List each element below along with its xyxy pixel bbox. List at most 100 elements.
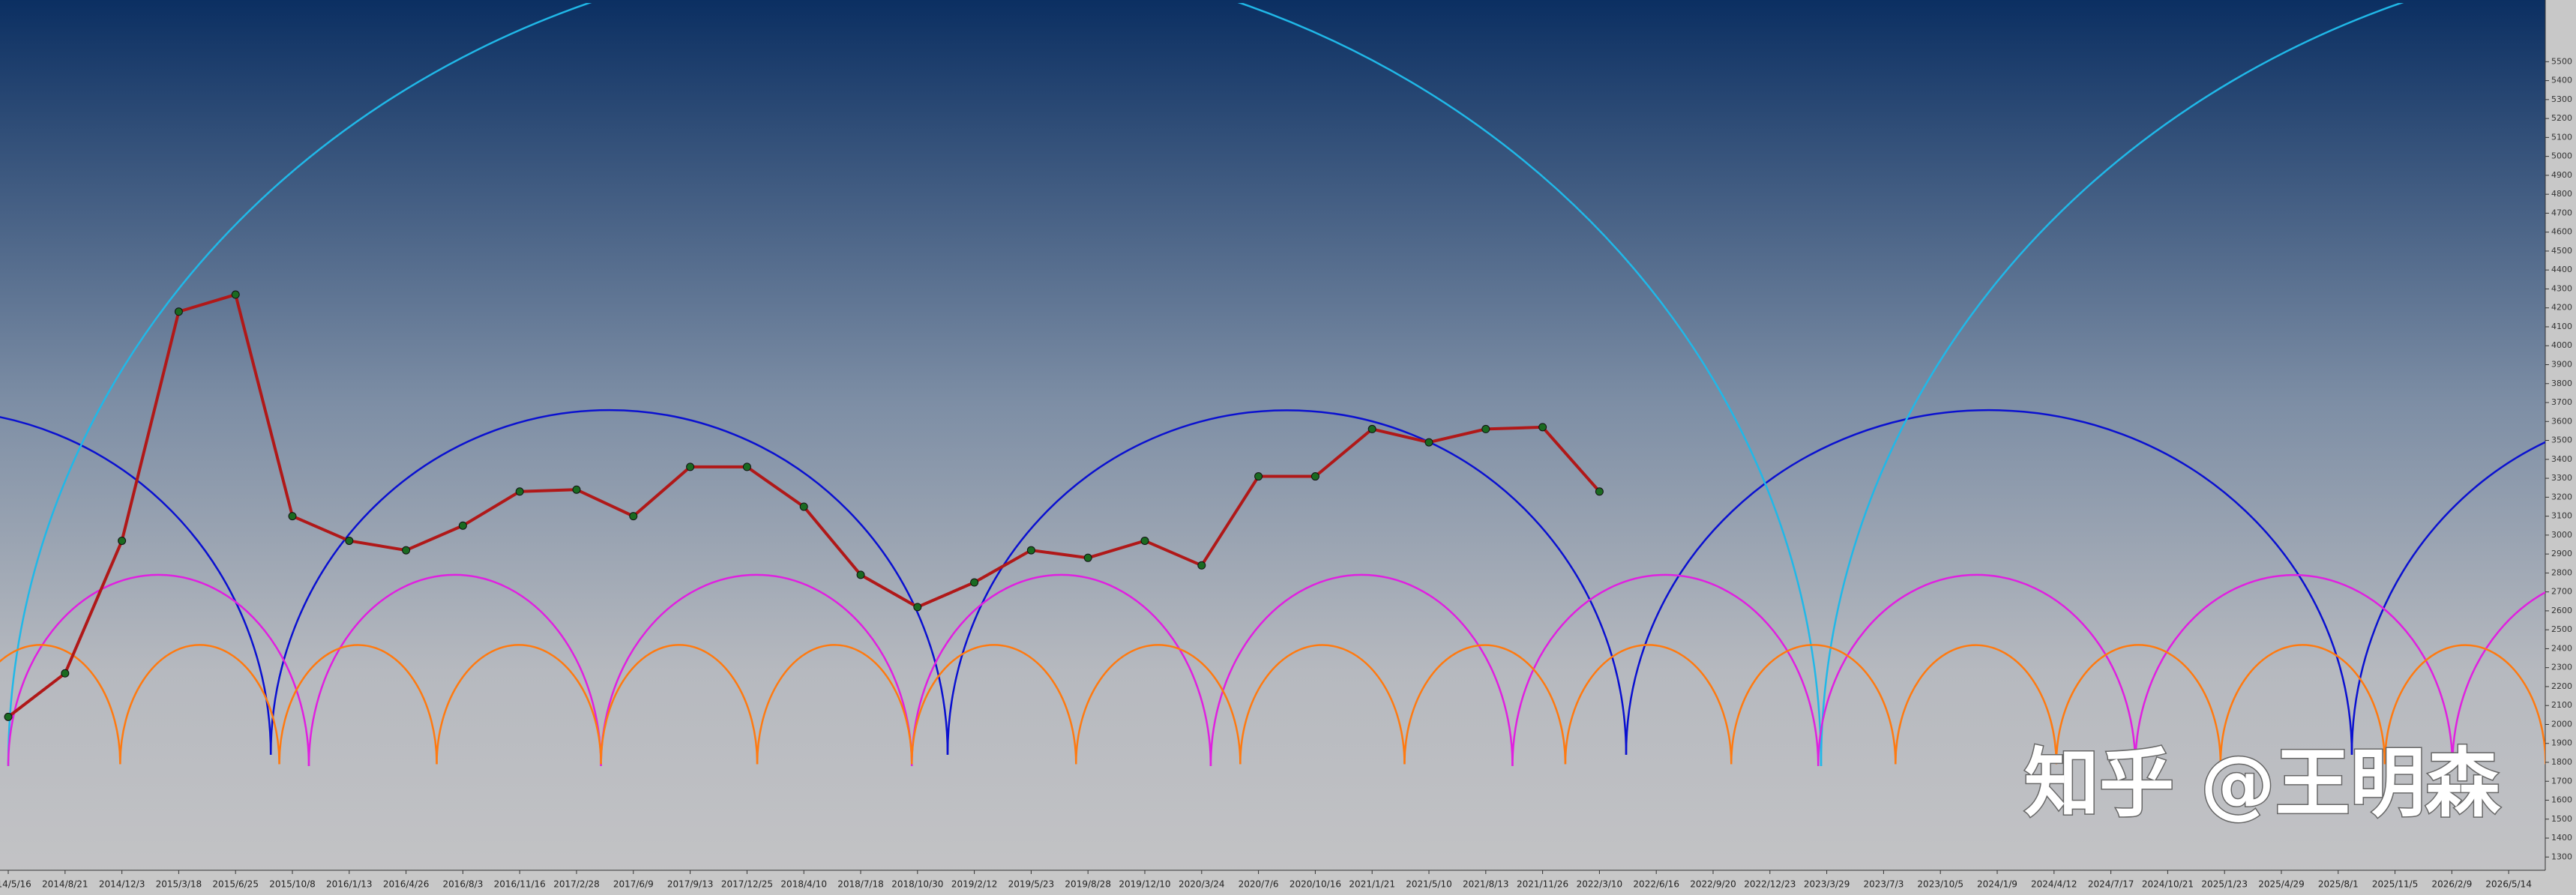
y-tick-label: 2700 bbox=[2551, 587, 2572, 597]
price-point bbox=[629, 512, 638, 521]
y-tick-label: 2500 bbox=[2551, 624, 2572, 634]
y-tick-label: 5100 bbox=[2551, 132, 2572, 142]
price-point bbox=[515, 487, 524, 496]
x-tick-label: 2019/12/10 bbox=[1119, 879, 1170, 890]
y-tick-label: 3700 bbox=[2551, 397, 2572, 407]
watermark: 知乎 @王明森 bbox=[2024, 739, 2501, 827]
price-point bbox=[572, 485, 581, 494]
y-tick-label: 4900 bbox=[2551, 170, 2572, 180]
cycle-arc bbox=[2350, 441, 2545, 755]
price-point bbox=[1481, 424, 1490, 433]
y-tick-label: 5500 bbox=[2551, 56, 2572, 66]
y-tick-label: 5000 bbox=[2551, 151, 2572, 161]
cycle-arc bbox=[436, 644, 602, 765]
cycle-arc bbox=[910, 644, 1077, 765]
cycle-arc bbox=[0, 644, 121, 765]
y-tick-label: 2100 bbox=[2551, 700, 2572, 710]
price-point bbox=[1254, 472, 1263, 481]
price-point bbox=[345, 536, 354, 545]
cycle-arc bbox=[2383, 645, 2545, 765]
x-tick-label: 2017/9/13 bbox=[667, 879, 714, 890]
y-tick-label: 2600 bbox=[2551, 606, 2572, 615]
cycle-arc bbox=[278, 644, 438, 765]
y-tick-label: 3800 bbox=[2551, 379, 2572, 388]
cycle-arc bbox=[307, 573, 602, 767]
price-point bbox=[970, 578, 979, 587]
y-tick-label: 3000 bbox=[2551, 530, 2572, 540]
cycle-arc bbox=[1403, 645, 1567, 765]
x-tick-label: 2018/10/30 bbox=[891, 879, 943, 890]
y-tick-label: 5200 bbox=[2551, 113, 2572, 123]
price-point bbox=[61, 669, 70, 678]
y-tick-label: 1300 bbox=[2551, 852, 2572, 861]
x-axis-strip bbox=[0, 870, 2576, 895]
cycle-arc bbox=[2134, 573, 2454, 767]
price-point bbox=[231, 290, 240, 299]
x-tick-label: 2018/7/18 bbox=[837, 879, 884, 890]
y-tick-label: 4100 bbox=[2551, 322, 2572, 331]
x-tick-label: 2020/7/6 bbox=[1239, 879, 1279, 890]
price-point bbox=[174, 307, 183, 316]
x-tick-label: 2014/12/3 bbox=[99, 879, 145, 890]
y-tick-label: 3300 bbox=[2551, 473, 2572, 483]
x-tick-label: 2026/2/9 bbox=[2431, 879, 2472, 890]
price-point bbox=[1424, 438, 1433, 447]
y-tick-label: 4000 bbox=[2551, 340, 2572, 350]
price-point bbox=[4, 712, 13, 721]
cycle-arc bbox=[2219, 644, 2386, 765]
cycle-arc bbox=[1564, 644, 1733, 765]
y-tick-label: 4700 bbox=[2551, 208, 2572, 217]
cycle-arc bbox=[1895, 645, 2058, 765]
x-tick-label: 2021/5/10 bbox=[1406, 879, 1452, 890]
cycle-arc bbox=[1820, 3, 2404, 767]
y-tick-label: 3100 bbox=[2551, 511, 2572, 521]
x-tick-label: 2025/1/23 bbox=[2201, 879, 2248, 890]
y-tick-label: 3200 bbox=[2551, 492, 2572, 501]
y-tick-label: 1800 bbox=[2551, 757, 2572, 767]
x-tick-label: 2025/4/29 bbox=[2258, 879, 2305, 890]
cycle-arc bbox=[910, 573, 1212, 767]
cycle-arc bbox=[7, 573, 310, 767]
x-tick-label: 2020/10/16 bbox=[1289, 879, 1341, 890]
x-tick-label: 2016/8/3 bbox=[442, 879, 483, 890]
y-tick-label: 4200 bbox=[2551, 303, 2572, 313]
x-tick-label: 2023/10/5 bbox=[1917, 879, 1963, 890]
x-tick-label: 2023/7/3 bbox=[1863, 879, 1904, 890]
y-axis-strip bbox=[2545, 0, 2576, 895]
x-tick-label: 2022/9/20 bbox=[1690, 879, 1736, 890]
price-point bbox=[686, 462, 695, 471]
x-tick-label: 2020/3/24 bbox=[1179, 879, 1225, 890]
y-tick-label: 4500 bbox=[2551, 246, 2572, 256]
x-tick-label: 2022/6/16 bbox=[1633, 879, 1679, 890]
x-tick-label: 2021/1/21 bbox=[1349, 879, 1395, 890]
price-point bbox=[458, 521, 467, 530]
x-tick-label: 2019/8/28 bbox=[1065, 879, 1111, 890]
price-point bbox=[1083, 553, 1092, 562]
price-point bbox=[913, 603, 922, 612]
x-tick-label: 2017/12/25 bbox=[721, 879, 773, 890]
y-tick-label: 3400 bbox=[2551, 454, 2572, 464]
x-tick-label: 2014/5/16 bbox=[0, 879, 31, 890]
x-tick-label: 2017/6/9 bbox=[613, 879, 654, 890]
cycle-arc bbox=[0, 416, 272, 755]
price-point bbox=[402, 546, 411, 555]
x-tick-label: 2015/3/18 bbox=[156, 879, 202, 890]
y-tick-label: 3600 bbox=[2551, 416, 2572, 426]
x-tick-label: 2021/11/26 bbox=[1517, 879, 1568, 890]
x-tick-label: 2015/10/8 bbox=[269, 879, 316, 890]
y-tick-label: 2300 bbox=[2551, 663, 2572, 672]
cycle-arc bbox=[1075, 644, 1242, 765]
price-point bbox=[1197, 561, 1206, 570]
x-tick-label: 2024/1/9 bbox=[1977, 879, 2017, 890]
x-tick-label: 2021/8/13 bbox=[1463, 879, 1509, 890]
x-tick-label: 2019/2/12 bbox=[951, 879, 998, 890]
y-tick-label: 5400 bbox=[2551, 76, 2572, 85]
cycle-arc bbox=[1239, 644, 1406, 765]
axes: 1300 1400 1500 1600 1700 1800 1900 2000 2100 2200… bbox=[0, 56, 2572, 889]
price-point bbox=[1538, 423, 1547, 432]
x-tick-label: 2017/2/28 bbox=[553, 879, 600, 890]
cycle-arc bbox=[1209, 573, 1514, 767]
plot bbox=[0, 3, 2545, 767]
price-point bbox=[799, 502, 808, 511]
